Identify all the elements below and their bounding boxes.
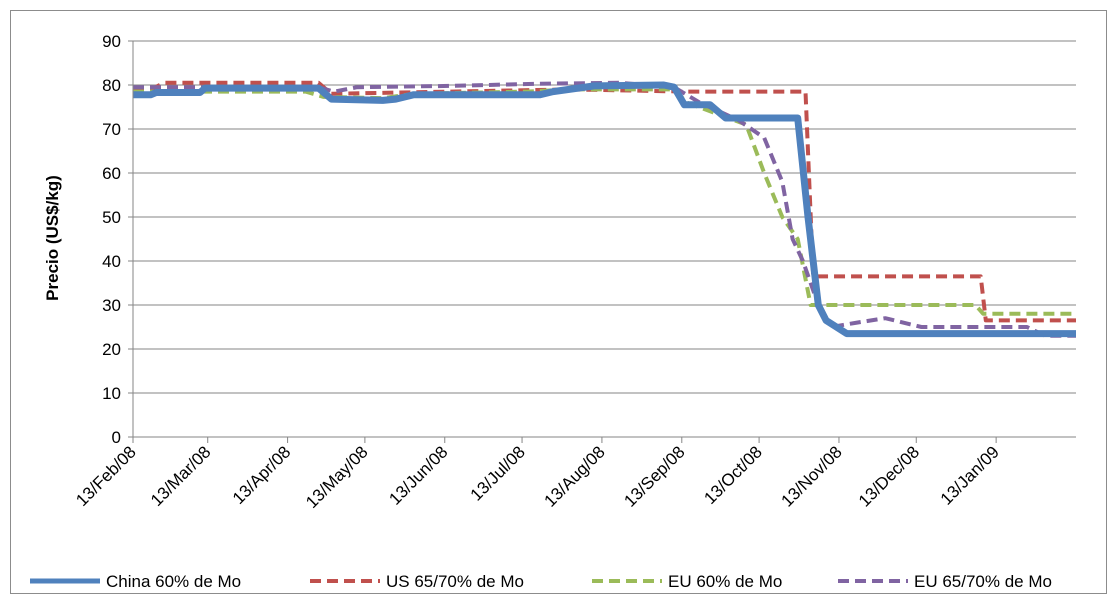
y-tick-label: 0 [112,428,121,447]
gridlines [133,40,1076,394]
y-tick-label: 50 [102,208,121,227]
series-line-1 [133,80,1076,323]
x-tick-label: 13/Mar/08 [147,442,215,510]
legend-label-1: US 65/70% de Mo [386,572,524,591]
legend-label-3: EU 65/70% de Mo [914,572,1052,591]
y-tick-label: 70 [102,120,121,139]
y-axis-ticks: 0 10 20 30 40 50 60 70 80 90 [102,32,133,447]
axes [132,41,1076,438]
legend: China 60% de Mo US 65/70% de Mo EU 60% de … [30,572,1052,591]
x-tick-label: 13/Feb/08 [72,442,140,510]
x-tick-label: 13/Nov/08 [778,442,846,510]
y-axis-title: Precio (US$/kg) [43,175,62,301]
x-tick-label: 13/Jun/08 [385,442,451,508]
y-tick-label: 20 [102,340,121,359]
y-tick-label: 90 [102,32,121,51]
y-tick-label: 30 [102,296,121,315]
y-tick-label: 40 [102,252,121,271]
x-tick-label: 13/May/08 [302,442,372,512]
x-axis-ticks: 13/Feb/08 13/Mar/08 13/Apr/08 13/May/08 13/J… [72,437,1003,512]
series-line-2 [133,87,1076,316]
x-tick-label: 13/Jul/08 [467,442,529,504]
x-tick-label: 13/Dec/08 [855,442,923,510]
x-tick-label: 13/Jan/09 [937,442,1003,508]
y-tick-label: 60 [102,164,121,183]
x-tick-label: 13/Aug/08 [541,442,609,510]
chart-frame [10,10,1107,594]
series-line-3 [133,80,1076,338]
x-tick-label: 13/Sep/08 [620,442,688,510]
y-tick-label: 80 [102,76,121,95]
x-tick-label: 13/Oct/08 [700,442,766,508]
legend-label-0: China 60% de Mo [106,572,241,591]
series-lines [133,80,1076,338]
legend-label-2: EU 60% de Mo [668,572,782,591]
y-tick-label: 10 [102,384,121,403]
series-line-0 [133,81,1076,338]
x-tick-label: 13/Apr/08 [229,442,295,508]
